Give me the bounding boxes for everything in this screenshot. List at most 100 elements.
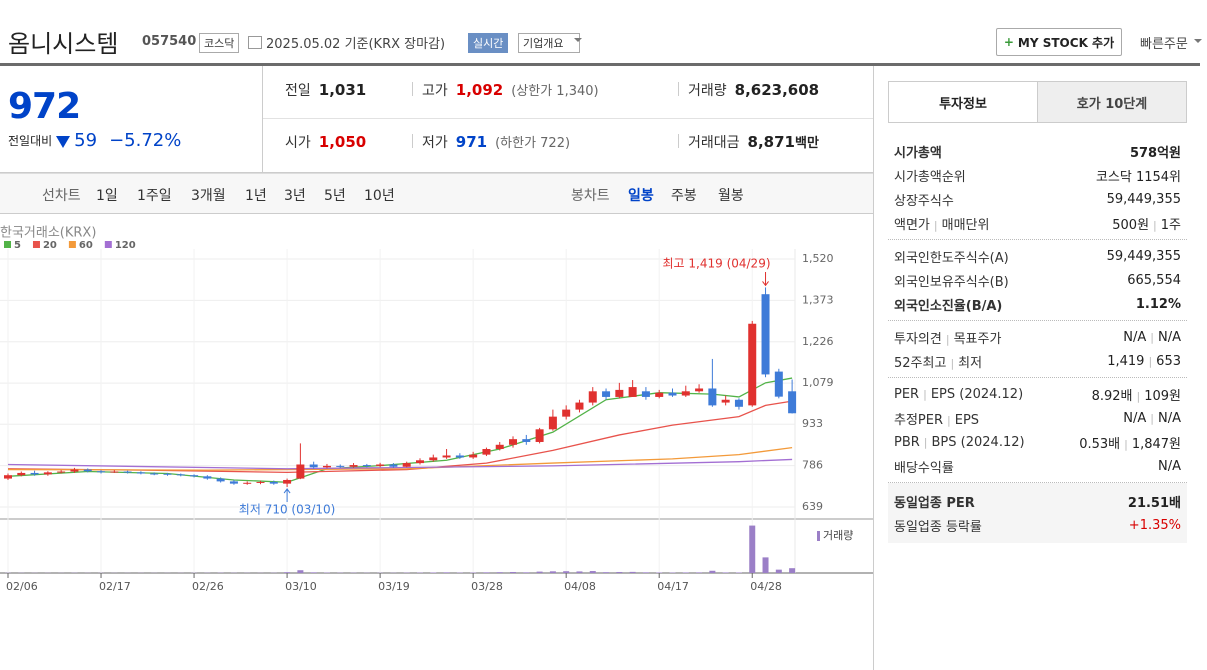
info-value: 0.53배 | 1,847원 [1079,433,1181,452]
volume-swatch [817,531,820,541]
plus-icon: + [1003,35,1014,49]
info-row: 외국인한도주식수(A) 59,449,355 [888,244,1187,268]
separator: | [1148,354,1153,368]
candle-body [721,399,730,403]
period-tab[interactable]: 1년 [245,188,267,204]
volume-bar [430,572,437,573]
candle-period-tab[interactable]: 일봉 [628,188,654,204]
period-tab[interactable]: 3년 [284,188,306,204]
candle-body [695,388,704,392]
info-value-text: 21.51배 [1127,495,1181,511]
x-tick-label: 03/28 [471,580,503,593]
info-value-text: 653 [1156,353,1181,369]
candle-period-tab[interactable]: 주봉 [671,188,697,204]
overview-button[interactable]: 기업개요 [518,33,581,53]
ma-line [7,458,793,470]
period-tab[interactable]: 5년 [324,188,346,204]
info-value-text: 500원 [1112,217,1150,233]
separator: | [950,356,955,370]
info-label-text: 추정PER [894,412,944,428]
candle-body [748,323,757,406]
price-cell: 고가 1,092 (상한가 1,340) [422,80,599,100]
x-tick-label: 04/17 [657,580,689,593]
cell-label: 고가 [422,83,448,99]
candle-body [548,416,557,430]
info-label: PBR | BPS (2024.12) [894,435,1025,450]
info-value-text: 1주 [1160,217,1181,233]
candle-body [788,391,797,414]
volume-bar [297,570,304,573]
candle-body [429,457,438,461]
volume-bar [762,557,769,573]
candle-body [615,389,624,397]
period-tab[interactable]: 3개월 [191,188,226,204]
stock-code: 057540 [142,34,197,49]
sidebar-tab[interactable]: 호가 10단계 [1037,82,1186,122]
volume-bar [536,571,543,573]
info-value: N/A [1158,459,1181,474]
separator: | [1150,411,1154,425]
change: 전일대비 59 −5.72% [8,130,181,151]
separator: | [947,413,951,427]
info-value-text: N/A [1123,410,1147,426]
volume-bar [656,572,663,573]
cell-label: 저가 [422,135,448,151]
candle-body [668,392,677,396]
candle-body [389,464,398,467]
info-value: N/A | N/A [1123,411,1181,426]
info-label-text: 매매단위 [941,217,990,233]
info-label-text: 목표주가 [953,331,1002,347]
y-tick-label: 1,373 [802,293,834,306]
sidebar-tab[interactable]: 투자정보 [889,82,1037,122]
legend-label: 20 [43,240,57,251]
y-tick-label: 933 [802,417,823,430]
candle-period-tab[interactable]: 월봉 [718,188,744,204]
volume-bar [696,572,703,573]
candle-body [83,469,92,472]
info-value-text: +1.35% [1128,517,1181,533]
info-row: 시가총액 578억원 [888,139,1187,163]
y-tick-label: 639 [802,500,823,513]
info-value: +1.35% [1129,518,1181,533]
info-group: PER | EPS (2024.12) 8.92배 | 109원 추정PER | EPS N/A |… [888,378,1187,483]
candle-body [761,294,770,375]
info-label: 동일업종 등락률 [894,516,982,535]
cell-value: 971 [455,133,488,151]
candle-body [455,455,464,458]
info-row: 동일업종 PER 21.51배 [888,489,1187,513]
candle-body [43,472,52,475]
info-row: PBR | BPS (2024.12) 0.53배 | 1,847원 [888,430,1187,454]
info-label: 액면가 | 매매단위 [894,214,989,233]
x-tick-label: 03/10 [285,580,317,593]
x-tick-label: 02/26 [192,580,224,593]
info-value: 21.51배 [1128,492,1181,511]
change-value: 59 [74,130,98,151]
separator: | [1124,437,1128,451]
quick-order[interactable]: 빠른주문 [1140,37,1188,52]
price-block: 972 전일대비 59 −5.72% [0,66,263,172]
info-value: 665,554 [1127,273,1181,288]
info-row: 상장주식수 59,449,355 [888,187,1187,211]
period-tab[interactable]: 1주일 [137,188,172,204]
period-tab[interactable]: 10년 [364,188,395,204]
x-tick-label: 04/28 [750,580,782,593]
my-stock-button[interactable]: + MY STOCK 추가 [996,28,1122,56]
candle-body [190,475,199,477]
volume-bar [523,572,530,573]
period-tab[interactable]: 1일 [96,188,118,204]
candle-body [163,473,172,475]
legend-swatch [68,241,76,248]
info-value-text: 코스닥 1154위 [1095,169,1181,185]
info-row: 52주최고 | 최저 1,419 | 653 [888,349,1187,373]
legend-swatch [32,241,40,248]
info-label: 시가총액 [894,142,942,161]
realtime-badge[interactable]: 실시간 [468,33,509,53]
info-value-text: 0.53배 [1079,436,1121,452]
info-label-text: 동일업종 등락률 [894,519,982,535]
stock-name: 옴니시스템 [8,30,119,58]
cell-label: 전일 [285,83,311,99]
info-value: 59,449,355 [1107,249,1181,264]
candle-body [97,471,106,473]
volume-bar [589,571,596,573]
candle-body [774,371,783,397]
